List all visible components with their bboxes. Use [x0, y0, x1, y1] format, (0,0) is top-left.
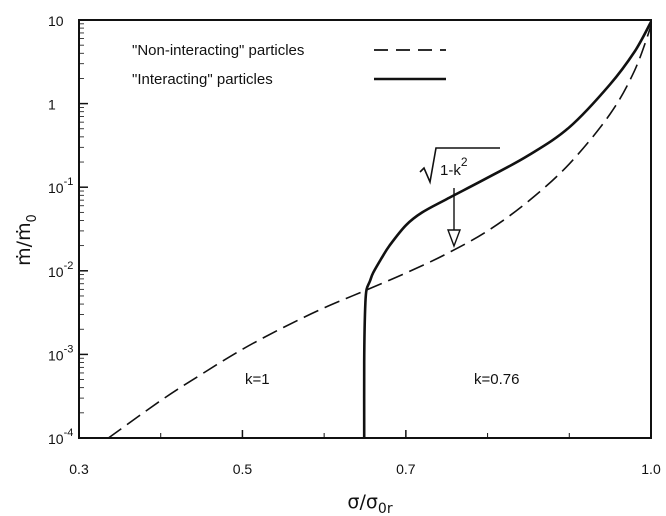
y-axis-label: ṁ/ṁ0 — [13, 214, 40, 266]
y-tick-label: 10-2 — [48, 260, 73, 280]
x-tick-label: 0.7 — [396, 461, 416, 477]
y-tick-label: 10 — [48, 13, 64, 29]
sqrt-radicand: 1-k2 — [440, 155, 468, 179]
series-line-interacting — [362, 21, 653, 439]
svg-text:ṁ/ṁ0: ṁ/ṁ0 — [13, 214, 40, 266]
y-tick-label: 1 — [48, 97, 56, 113]
legend-label-non-interacting: "Non-interacting" particles — [132, 42, 304, 59]
sqrt-radical-sign — [419, 147, 500, 185]
x-axis-label: σ/σ0r — [347, 491, 392, 516]
x-tick-label: 1.0 — [641, 461, 661, 477]
x-tick-label: 0.3 — [69, 461, 89, 477]
y-tick-label: 10-4 — [48, 427, 73, 447]
x-axis-ticks: 0.3 0.5 0.7 1.0 — [69, 430, 661, 477]
series-lines — [107, 21, 653, 439]
y-tick-label: 10-3 — [48, 343, 73, 363]
x-tick-label: 0.5 — [233, 461, 253, 477]
y-axis-ticks: 10-4 10-3 10-2 10-1 1 10 — [48, 13, 88, 447]
legend-label-interacting: "Interacting" particles — [132, 71, 273, 88]
series-line-non-interacting — [107, 25, 652, 439]
annotation-k-0-76: k=0.76 — [474, 371, 519, 388]
legend: "Non-interacting" particles "Interacting… — [132, 42, 446, 88]
annotation-k-1: k=1 — [245, 371, 270, 388]
plot-frame — [78, 19, 652, 439]
arrow-head — [446, 229, 462, 248]
y-tick-label: 10-1 — [48, 176, 73, 196]
sqrt-annotation: 1-k2 — [419, 147, 500, 248]
